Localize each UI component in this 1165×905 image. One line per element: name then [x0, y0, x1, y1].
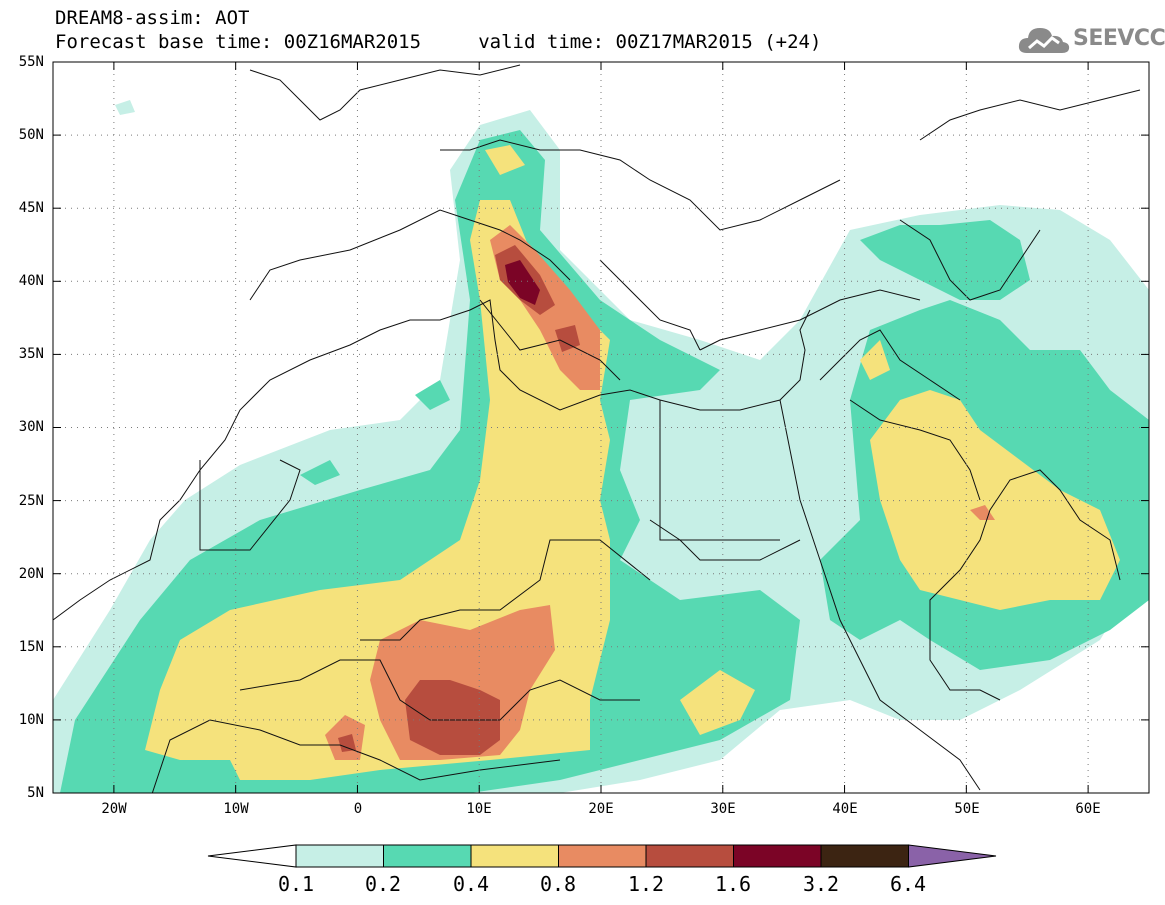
colorbar-high-arrow — [908, 844, 997, 868]
colorbar-label: 0.1 — [277, 872, 315, 896]
cloud-icon — [1018, 28, 1070, 53]
colorbar-label: 0.4 — [452, 872, 490, 896]
colorbar — [207, 844, 997, 868]
colorbar-box-0.1 — [295, 844, 384, 868]
logo-text: SEEVCCC — [1073, 26, 1165, 51]
lat-label-10n: 10N — [18, 712, 44, 728]
lat-label-20n: 20N — [18, 566, 44, 582]
colorbar-box-1.2 — [645, 844, 734, 868]
axis-ticks — [53, 61, 1149, 794]
colorbar-box-0.4 — [470, 844, 559, 868]
lat-label-50n: 50N — [18, 127, 44, 143]
colorbar-box-0.2 — [383, 844, 472, 868]
colorbar-box-3.2 — [820, 844, 909, 868]
seevccc-logo: SEEVCCC — [1017, 20, 1165, 60]
aot-contours — [53, 62, 1149, 793]
lon-label-20e: 20E — [588, 801, 614, 817]
lat-label-45n: 45N — [18, 200, 44, 216]
lon-label-60e: 60E — [1075, 801, 1101, 817]
lat-label-40n: 40N — [18, 273, 44, 289]
colorbar-box-0.8 — [558, 844, 647, 868]
lon-label-40e: 40E — [832, 801, 858, 817]
lat-label-15n: 15N — [18, 639, 44, 655]
lat-label-55n: 55N — [18, 54, 44, 70]
lon-label-10e: 10E — [466, 801, 492, 817]
colorbar-box-1.6 — [733, 844, 822, 868]
lat-label-5n: 5N — [27, 785, 44, 801]
coastlines — [53, 64, 1141, 793]
forecast-time-line: Forecast base time: 00Z16MAR2015 valid t… — [55, 31, 822, 53]
colorbar-low-arrow — [207, 844, 297, 868]
lon-label-20w: 20W — [101, 801, 127, 817]
aot-level-1.6 — [505, 260, 540, 305]
colorbar-label: 1.6 — [714, 872, 752, 896]
colorbar-label: 0.2 — [364, 872, 402, 896]
colorbar-label: 3.2 — [802, 872, 840, 896]
map-title: DREAM8-assim: AOT — [55, 7, 250, 29]
lon-label-50e: 50E — [954, 801, 980, 817]
lon-label-10w: 10W — [223, 801, 249, 817]
lat-label-25n: 25N — [18, 493, 44, 509]
colorbar-label: 1.2 — [627, 872, 665, 896]
colorbar-label: 0.8 — [539, 872, 577, 896]
lon-label-0: 0 — [353, 801, 363, 817]
lon-label-30e: 30E — [710, 801, 736, 817]
lat-label-35n: 35N — [18, 346, 44, 362]
lat-label-30n: 30N — [18, 419, 44, 435]
colorbar-label: 6.4 — [889, 872, 927, 896]
